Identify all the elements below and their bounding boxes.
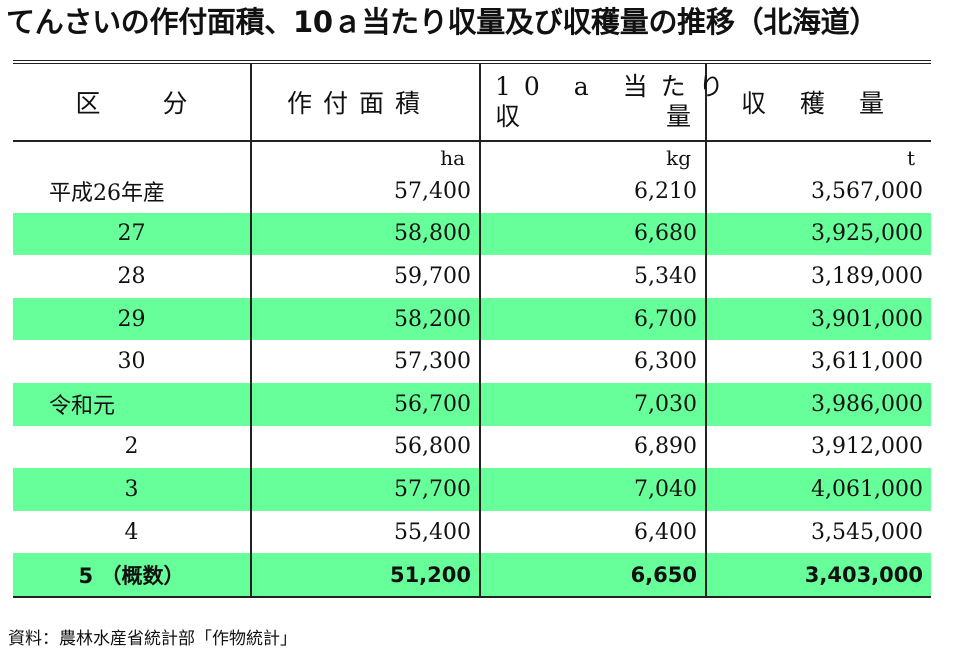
table-row: 平成26年産 57,400 6,210 3,567,000 [13, 170, 931, 213]
header-yield: 10 a 当たり 収 量 [479, 60, 737, 142]
row-yield: 6,680 [479, 212, 706, 256]
header-yield-line2: 収 量 [495, 102, 691, 132]
row-category: 28 [117, 263, 146, 289]
row-area: 59,700 [250, 255, 480, 298]
row-harvest: 3,567,000 [705, 170, 931, 213]
table-row: 30 57,300 6,300 3,611,000 [13, 340, 931, 383]
row-category: 5 （概数） [13, 553, 251, 598]
header-row: 区分 作付面積 10 a 当たり 収 量 収穫量 [13, 60, 931, 142]
row-yield: 6,300 [479, 340, 706, 383]
table-row: 27 58,800 6,680 3,925,000 [13, 212, 931, 256]
row-area: 58,800 [250, 212, 480, 256]
row-area: 57,700 [250, 468, 480, 511]
header-yield-line2-b: 量 [665, 102, 691, 131]
row-harvest: 3,189,000 [705, 255, 931, 298]
row-harvest: 3,545,000 [705, 510, 931, 554]
header-area: 作付面積 [250, 60, 480, 142]
row-yield: 6,400 [479, 510, 706, 554]
table-row: 4 55,400 6,400 3,545,000 [13, 510, 931, 554]
row-category: 29 [13, 297, 251, 341]
row-yield: 6,890 [479, 425, 706, 469]
unit-category [13, 141, 251, 170]
row-yield: 5,340 [479, 255, 706, 298]
row-category: 30 [117, 349, 146, 375]
page-title: てんさいの作付面積、10ａ当たり収量及び収穫量の推移（北海道） [6, 5, 879, 39]
row-harvest: 3,912,000 [705, 425, 931, 469]
data-table: 区分 作付面積 10 a 当たり 収 量 収穫量 ha kg t 平成26年産 … [13, 60, 931, 598]
unit-area: ha [250, 141, 480, 170]
row-category: 令和元 [13, 382, 251, 426]
row-category: 2 [124, 434, 139, 460]
unit-harvest: t [705, 141, 931, 170]
row-category: 27 [13, 212, 251, 256]
source-note: 資料：農林水産省統計部「作物統計」 [8, 629, 297, 649]
table-row: 29 58,200 6,700 3,901,000 [13, 297, 931, 341]
row-harvest: 3,925,000 [705, 212, 931, 256]
row-area: 57,300 [250, 340, 480, 383]
row-area: 57,400 [250, 170, 480, 213]
row-yield: 7,040 [479, 468, 706, 511]
table-row: 3 57,700 7,040 4,061,000 [13, 468, 931, 511]
row-yield: 7,030 [479, 382, 706, 426]
row-area: 58,200 [250, 297, 480, 341]
row-area: 55,400 [250, 510, 480, 554]
row-harvest: 3,986,000 [705, 382, 931, 426]
table-row: 28 59,700 5,340 3,189,000 [13, 255, 931, 298]
row-harvest: 4,061,000 [705, 468, 931, 511]
row-harvest: 3,611,000 [705, 340, 931, 383]
table-row: 令和元 56,700 7,030 3,986,000 [13, 382, 931, 426]
row-yield: 6,210 [479, 170, 706, 213]
row-area: 51,200 [250, 553, 480, 598]
header-harvest: 収穫量 [705, 60, 931, 142]
row-category: 3 [13, 468, 251, 511]
table-row: 2 56,800 6,890 3,912,000 [13, 425, 931, 469]
row-category: 平成26年産 [49, 181, 165, 207]
row-area: 56,700 [250, 382, 480, 426]
table-row: 5 （概数） 51,200 6,650 3,403,000 [13, 553, 931, 598]
row-area: 56,800 [250, 425, 480, 469]
row-yield: 6,700 [479, 297, 706, 341]
row-harvest: 3,403,000 [705, 553, 931, 598]
header-yield-line2-a: 収 [495, 102, 521, 131]
row-category: 4 [124, 519, 139, 545]
unit-yield: kg [479, 141, 706, 170]
header-category: 区分 [13, 60, 251, 142]
unit-row: ha kg t [13, 141, 931, 170]
row-yield: 6,650 [479, 553, 706, 598]
header-yield-line1: 10 a 当たり [495, 72, 737, 101]
row-harvest: 3,901,000 [705, 297, 931, 341]
